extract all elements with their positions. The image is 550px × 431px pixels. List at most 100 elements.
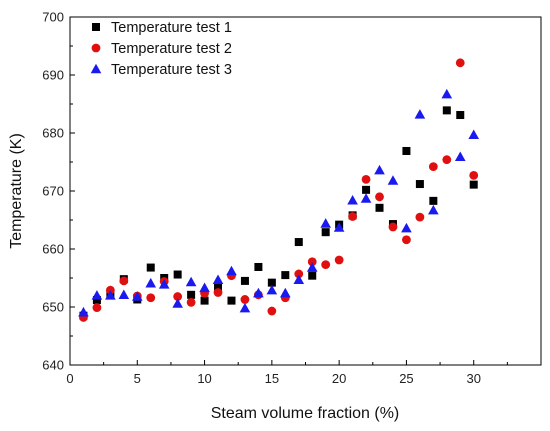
data-point-triangle [401, 222, 412, 233]
data-point-circle [455, 58, 465, 68]
data-point-triangle [414, 109, 426, 119]
data-point-circle [321, 260, 331, 270]
data-point-square [254, 262, 263, 271]
data-point-square [214, 282, 223, 291]
y-axis-title: Temperature (K) [8, 133, 25, 249]
legend-label: Temperature test 3 [111, 62, 232, 78]
data-point-triangle [212, 274, 224, 284]
data-point-square [173, 270, 182, 279]
data-point-triangle [320, 218, 331, 228]
data-point-triangle [253, 287, 264, 298]
data-point-triangle [105, 290, 116, 300]
series-2 [79, 58, 479, 322]
y-axis: 640 650 660 670 680 690 700 [42, 10, 75, 373]
data-point-circle [334, 255, 344, 265]
data-point-square [227, 296, 236, 305]
data-point-square [294, 238, 303, 247]
data-point-square [375, 203, 384, 212]
data-point-square [456, 111, 465, 120]
data-point-triangle [347, 194, 358, 205]
data-point-triangle [145, 277, 157, 288]
data-point-square [187, 290, 196, 299]
data-point-circle [388, 222, 398, 232]
data-point-square [308, 271, 317, 280]
data-point-circle [307, 257, 317, 267]
y-tick-label: 650 [42, 300, 64, 315]
data-point-triangle [78, 306, 89, 317]
series-1 [79, 106, 478, 320]
x-tick-label: 30 [466, 371, 480, 386]
y-tick-label: 670 [42, 184, 64, 199]
x-tick-label: 15 [265, 371, 279, 386]
data-point-circle [375, 192, 384, 202]
data-point-circle [119, 276, 129, 286]
x-tick-label: 5 [134, 371, 141, 386]
data-point-square [240, 276, 249, 285]
data-point-triangle [428, 204, 439, 215]
data-point-square [469, 180, 478, 189]
x-axis: 0 5 10 15 20 25 30 [66, 360, 508, 386]
data-point-square [281, 271, 290, 280]
data-point-triangle [158, 279, 170, 289]
legend-item: Temperature test 2 [91, 41, 232, 57]
data-point-triangle [360, 193, 372, 203]
data-point-square [321, 228, 330, 237]
data-point-circle [267, 306, 277, 316]
x-tick-label: 10 [197, 371, 211, 386]
series-3 [78, 88, 480, 317]
data-point-triangle [468, 129, 480, 139]
data-point-circle [402, 235, 411, 245]
data-point-square [200, 296, 209, 305]
legend: Temperature test 1 Temperature test 2 Temp… [90, 20, 232, 78]
data-point-square [442, 106, 451, 115]
data-point-triangle [333, 222, 345, 232]
data-point-triangle [374, 164, 385, 175]
legend-marker-triangle [90, 63, 102, 74]
data-point-circle [469, 170, 479, 180]
data-point-circle [294, 269, 304, 279]
data-point-circle [348, 212, 357, 221]
x-tick-label: 25 [399, 371, 413, 386]
y-tick-label: 660 [42, 242, 64, 257]
y-tick-label: 640 [42, 358, 64, 373]
data-point-triangle [131, 291, 143, 301]
data-point-circle [240, 295, 250, 304]
data-point-square [415, 180, 424, 189]
data-point-triangle [185, 276, 197, 287]
data-point-triangle [280, 287, 291, 298]
data-point-square [92, 296, 101, 305]
data-point-circle [442, 155, 452, 165]
x-axis-title: Steam volume fraction (%) [211, 405, 400, 422]
data-point-circle [415, 212, 425, 222]
y-tick-label: 680 [42, 126, 64, 141]
legend-label: Temperature test 1 [111, 20, 232, 36]
data-point-triangle [199, 282, 210, 293]
data-point-circle [428, 162, 438, 172]
legend-item: Temperature test 3 [90, 62, 232, 78]
data-point-triangle [239, 302, 251, 313]
data-point-triangle [118, 289, 130, 300]
data-point-circle [173, 292, 183, 301]
data-point-circle [92, 303, 102, 312]
x-tick-label: 20 [332, 371, 346, 386]
data-point-circle [186, 297, 196, 307]
data-point-triangle [454, 151, 466, 162]
legend-marker-square [92, 23, 100, 31]
legend-marker-circle [91, 43, 101, 53]
data-point-triangle [306, 262, 318, 272]
legend-item: Temperature test 1 [92, 20, 232, 36]
data-point-triangle [91, 290, 103, 300]
y-tick-label: 700 [42, 10, 64, 25]
data-point-square [146, 263, 155, 272]
data-point-square [429, 196, 438, 205]
data-point-triangle [387, 175, 399, 185]
data-point-circle [146, 293, 156, 303]
data-point-triangle [226, 265, 237, 276]
x-tick-label: 0 [66, 371, 73, 386]
data-point-square [267, 278, 276, 287]
data-point-triangle [441, 88, 453, 99]
data-markers [78, 58, 480, 322]
data-point-circle [213, 288, 223, 297]
data-point-triangle [293, 274, 305, 284]
